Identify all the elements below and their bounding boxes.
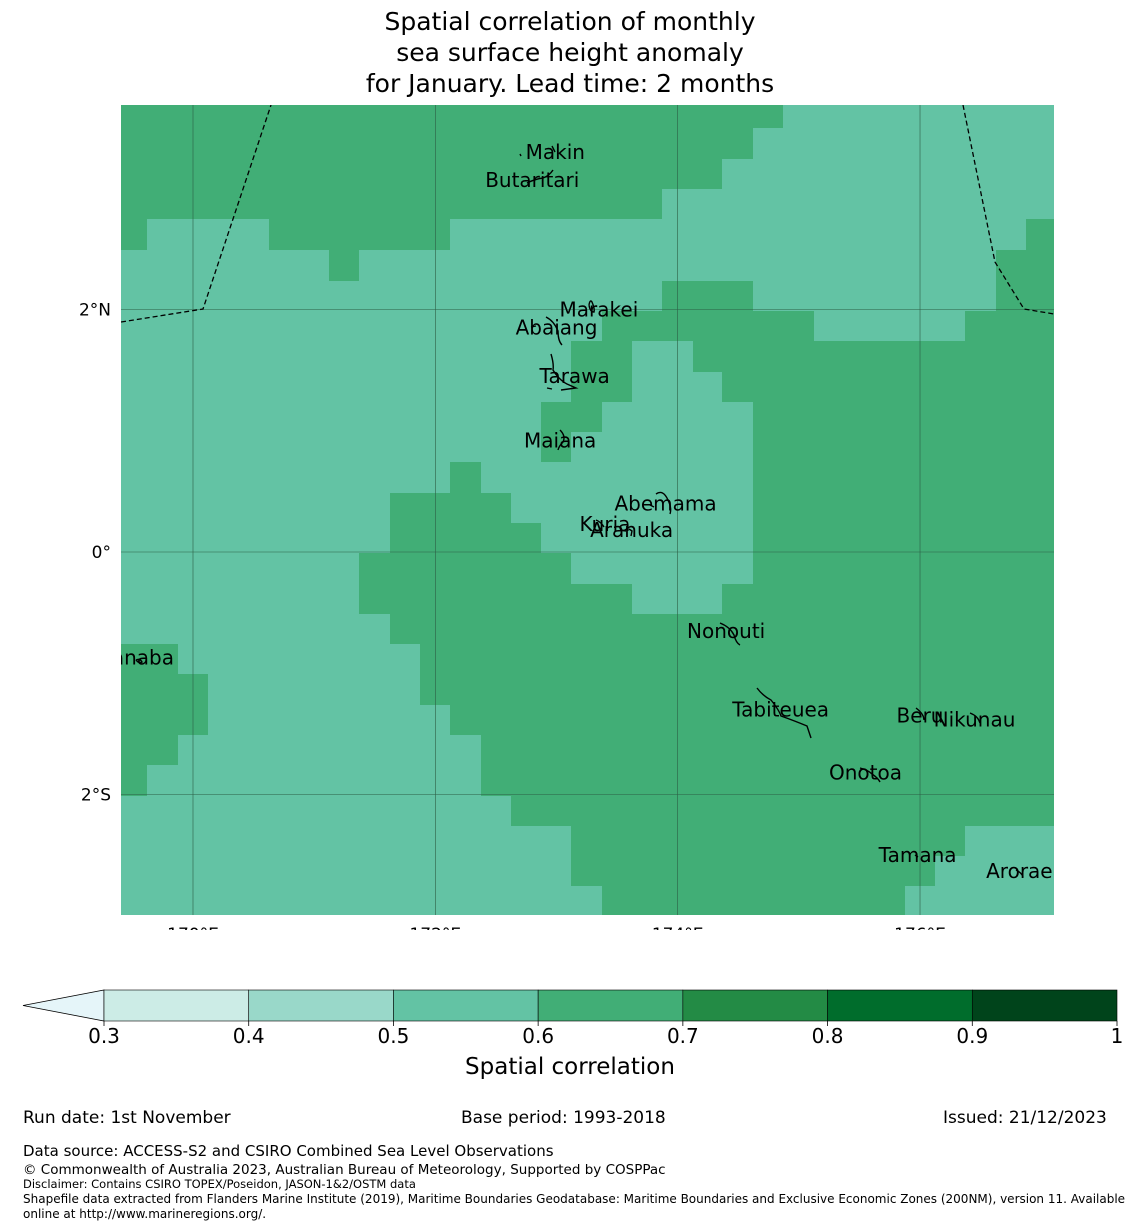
- x-tick-label: 176°E: [894, 925, 946, 930]
- colorbar: [22, 989, 1118, 1026]
- shapefile-credit-line-2: online at http://www.marineregions.org/.: [23, 1207, 267, 1221]
- eez-boundaries: [121, 105, 1054, 323]
- island-label-tamana: Tamana: [878, 843, 957, 867]
- butaritari-outline: [526, 169, 554, 184]
- y-tick-label: 2°S: [81, 786, 111, 806]
- colorbar-tick-label: 0.8: [811, 1024, 844, 1048]
- island-label-tabiteuea: Tabiteuea: [731, 698, 829, 722]
- maiana-outline: [557, 429, 565, 451]
- tamana-outline: [914, 854, 919, 858]
- colorbar-segment: [971, 989, 1118, 1022]
- island-label-abemama: Abemama: [614, 492, 716, 516]
- island-label-beru: Beru: [897, 704, 944, 728]
- colorbar-tick-label: 0.3: [88, 1024, 120, 1048]
- colorbar-extend-arrow: [22, 989, 105, 1022]
- y-tick-label: 0°: [92, 543, 111, 563]
- y-tick-labels: 2°N 0° 2°S: [79, 301, 111, 806]
- kuria-outline: [595, 519, 605, 528]
- data-source: Data source: ACCESS-S2 and CSIRO Combine…: [23, 1142, 554, 1160]
- x-tick-labels: 170°E 172°E 174°E 176°E: [167, 925, 946, 930]
- base-period: Base period: 1993-2018: [461, 1108, 666, 1128]
- correlation-band-0-6-0-7: [121, 105, 1054, 915]
- island-label-makin: Makin: [526, 140, 585, 164]
- island-label-onotoa: Onotoa: [829, 761, 902, 785]
- colorbar-title: Spatial correlation: [465, 1054, 675, 1080]
- abaiang-outline: [530, 316, 563, 346]
- colorbar-tick-label: 0.6: [522, 1024, 555, 1048]
- colorbar-segment: [103, 989, 250, 1022]
- title-line-2: sea surface height anomaly: [396, 38, 744, 67]
- disclaimer: Disclaimer: Contains CSIRO TOPEX/Poseido…: [23, 1177, 416, 1191]
- island-label-marakei: Marakei: [560, 298, 639, 322]
- onotoa-outline: [859, 767, 881, 783]
- tarawa-outline: [546, 353, 579, 391]
- copyright: © Commonwealth of Australia 2023, Austra…: [23, 1162, 666, 1178]
- colorbar-tick-label: 0.5: [377, 1024, 410, 1048]
- eez-boundary-east: [962, 105, 1054, 315]
- title-line-1: Spatial correlation of monthly: [384, 7, 756, 36]
- x-tick-label: 174°E: [652, 925, 704, 930]
- marakei-outline: [588, 300, 595, 313]
- island-label-maiana: Maiana: [524, 428, 596, 452]
- colorbar-tick-label: 1: [1110, 1024, 1124, 1048]
- y-tick-label: 2°N: [79, 301, 111, 321]
- island-label-nikunau: Nikunau: [934, 707, 1016, 731]
- island-label-butaritari: Butaritari: [485, 168, 579, 192]
- eez-boundary-west: [121, 105, 272, 323]
- chart-title: Spatial correlation of monthly sea surfa…: [0, 6, 1140, 99]
- island-label-aranuka: Aranuka: [590, 518, 673, 542]
- colorbar-segment: [537, 989, 684, 1022]
- banaba-outline: [135, 658, 143, 664]
- issued-date: Issued: 21/12/2023: [943, 1108, 1107, 1128]
- title-line-3: for January. Lead time: 2 months: [365, 69, 775, 98]
- arorae-outline: [1015, 869, 1024, 878]
- colorbar-tick-label: 0.7: [666, 1024, 699, 1048]
- shapefile-credit-line-1: Shapefile data extracted from Flanders M…: [23, 1192, 1126, 1206]
- colorbar-tick-label: 0.4: [232, 1024, 265, 1048]
- island-label-arorae: Arorae: [986, 859, 1052, 883]
- island-label-tarawa: Tarawa: [539, 364, 610, 388]
- island-label-nonouti: Nonouti: [687, 619, 765, 643]
- nonouti-outline: [719, 622, 741, 646]
- beru-outline: [915, 707, 925, 721]
- makin-outline: [519, 145, 556, 157]
- colorbar-segment: [393, 989, 539, 1022]
- run-date: Run date: 1st November: [23, 1108, 231, 1128]
- colorbar-tick-label: 0.9: [956, 1024, 989, 1048]
- tabiteuea-outline: [756, 687, 812, 739]
- island-label-banaba: Banaba: [98, 645, 174, 669]
- graticule: [121, 105, 1054, 915]
- colorbar-segment: [682, 989, 828, 1022]
- island-label-kuria: Kuria: [580, 512, 631, 536]
- abemama-outline: [649, 491, 672, 515]
- x-tick-label: 170°E: [167, 925, 219, 930]
- island-outlines: [135, 145, 1024, 878]
- x-tick-label: 172°E: [409, 925, 461, 930]
- aranuka-outline: [619, 528, 633, 537]
- colorbar-segment: [827, 989, 973, 1022]
- colorbar-segment: [248, 989, 394, 1022]
- nikunau-outline: [969, 712, 981, 724]
- island-label-abaiang: Abaiang: [516, 316, 598, 340]
